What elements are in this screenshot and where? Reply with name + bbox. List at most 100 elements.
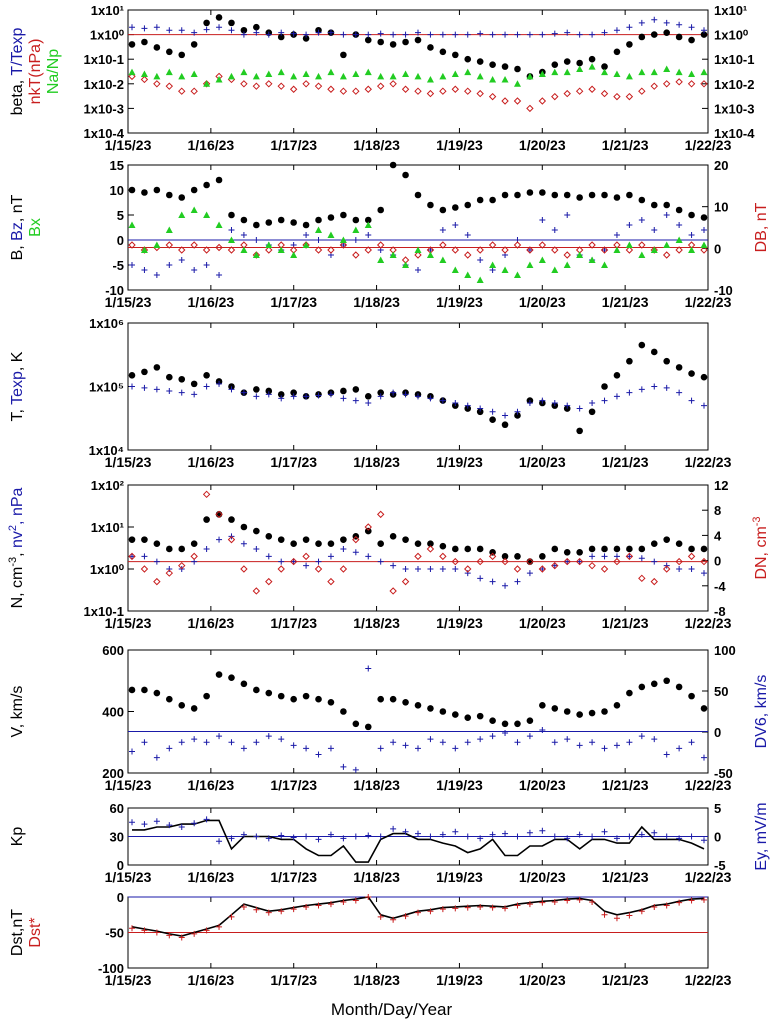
data-point <box>514 833 521 840</box>
data-point <box>303 232 310 238</box>
y-axis-label: B, Bz, nT <box>9 194 26 260</box>
right-tick-label: 1x10¹ <box>714 3 747 18</box>
data-point <box>502 412 509 419</box>
data-point <box>563 557 571 566</box>
data-point <box>650 680 658 688</box>
data-point <box>315 392 322 399</box>
data-point <box>253 545 260 552</box>
data-point <box>501 97 509 105</box>
data-point <box>253 833 260 840</box>
data-point <box>278 558 285 565</box>
data-point <box>700 31 708 38</box>
data-point <box>613 194 621 201</box>
data-point <box>190 186 198 194</box>
data-point <box>315 29 322 36</box>
data-point <box>439 72 447 80</box>
data-point <box>488 552 497 561</box>
data-point <box>290 558 297 565</box>
y-axis-label: N, cm-3, nv2, nPa <box>7 487 26 608</box>
data-point <box>501 421 509 429</box>
data-point <box>203 262 210 268</box>
data-point <box>166 566 173 572</box>
data-point <box>240 389 247 396</box>
data-point <box>327 68 335 76</box>
y-tick-label: 1x10-1 <box>84 52 124 67</box>
data-point <box>452 222 459 228</box>
data-point <box>626 833 633 840</box>
data-point <box>203 211 211 218</box>
data-point <box>539 553 546 560</box>
data-point <box>227 535 236 544</box>
data-point <box>253 739 260 746</box>
data-point <box>439 31 446 38</box>
data-point <box>315 558 322 565</box>
data-point <box>352 720 360 728</box>
data-point <box>190 206 198 213</box>
y-tick-label: 1x10-3 <box>84 101 124 116</box>
data-point <box>178 824 185 830</box>
data-point <box>451 266 459 273</box>
data-point <box>277 692 285 700</box>
data-point <box>526 557 534 566</box>
data-point <box>352 251 360 259</box>
data-point <box>638 241 646 249</box>
data-point <box>315 216 322 224</box>
data-point <box>153 241 161 248</box>
data-point <box>551 705 559 712</box>
y-tick-label: 1x10² <box>91 478 125 493</box>
data-point <box>352 549 359 556</box>
data-point <box>389 695 397 703</box>
data-point <box>365 832 372 839</box>
right-tick-label: 1x10-1 <box>714 52 754 67</box>
data-point <box>302 241 310 248</box>
data-point <box>662 80 671 88</box>
x-tick-label: 1/20/23 <box>519 777 566 793</box>
data-point <box>340 211 347 219</box>
data-point <box>600 565 609 573</box>
y-axis-label: Dst* <box>27 917 44 947</box>
data-point <box>650 540 658 548</box>
data-point <box>439 206 447 214</box>
data-point <box>675 78 683 86</box>
data-point <box>464 55 472 63</box>
data-point <box>352 216 360 224</box>
data-point <box>613 27 620 34</box>
data-point <box>414 87 422 95</box>
data-point <box>638 33 646 41</box>
data-point <box>178 545 186 553</box>
data-point <box>327 391 334 398</box>
data-point <box>538 241 547 249</box>
data-point <box>513 80 521 87</box>
data-point <box>477 257 484 263</box>
data-point <box>601 63 608 70</box>
data-point <box>439 227 446 233</box>
data-point <box>377 72 385 80</box>
data-point <box>178 257 185 263</box>
data-point <box>327 831 334 838</box>
data-point <box>626 41 633 48</box>
data-point <box>390 916 397 923</box>
data-point <box>625 246 634 254</box>
right-tick-label: 0 <box>714 241 721 256</box>
data-point <box>227 72 235 80</box>
data-point <box>415 29 421 36</box>
data-point <box>216 923 223 930</box>
data-point <box>153 540 161 548</box>
data-point <box>638 251 646 258</box>
data-point <box>576 742 583 749</box>
data-point <box>141 267 148 273</box>
data-point <box>377 695 384 703</box>
x-tick-label: 1/19/23 <box>436 777 483 793</box>
data-point <box>526 31 533 38</box>
data-point <box>626 553 633 560</box>
y-tick-label: -50 <box>105 926 124 941</box>
data-point <box>700 68 708 76</box>
data-point <box>551 545 559 553</box>
y-tick-label: 5 <box>117 208 124 223</box>
y-axis-label: beta, T/Texp <box>9 28 26 116</box>
data-point <box>626 389 633 396</box>
data-point <box>613 232 620 238</box>
data-point <box>489 196 496 204</box>
data-point <box>190 540 198 548</box>
right-tick-label: 50 <box>714 684 728 699</box>
